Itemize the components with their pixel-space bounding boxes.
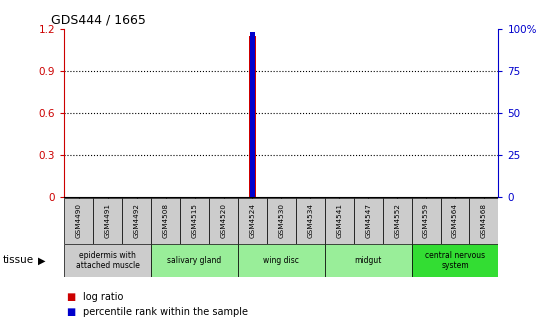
Text: GSM4508: GSM4508 [162, 203, 169, 239]
Text: tissue: tissue [3, 255, 34, 265]
Bar [354, 198, 382, 244]
Bar [250, 32, 255, 197]
Text: ■: ■ [66, 292, 76, 302]
Bar [238, 244, 325, 277]
Bar [325, 244, 412, 277]
Text: GSM4547: GSM4547 [365, 203, 371, 239]
Bar [94, 198, 122, 244]
Text: GSM4524: GSM4524 [249, 203, 255, 239]
Text: GSM4515: GSM4515 [192, 203, 198, 239]
Text: GSM4520: GSM4520 [221, 203, 227, 239]
Text: GSM4552: GSM4552 [394, 203, 400, 239]
Bar [122, 198, 151, 244]
Bar [441, 198, 469, 244]
Text: GSM4490: GSM4490 [76, 203, 82, 239]
Bar [249, 36, 256, 197]
Text: GSM4534: GSM4534 [307, 203, 314, 239]
Bar [180, 198, 209, 244]
Bar [151, 244, 238, 277]
Bar [412, 244, 498, 277]
Bar [151, 198, 180, 244]
Text: GSM4530: GSM4530 [278, 203, 284, 239]
Bar [382, 198, 412, 244]
Text: ■: ■ [66, 307, 76, 317]
Text: percentile rank within the sample: percentile rank within the sample [83, 307, 248, 317]
Text: wing disc: wing disc [263, 256, 300, 265]
Text: GSM4564: GSM4564 [452, 203, 458, 239]
Bar [469, 198, 498, 244]
Text: GSM4559: GSM4559 [423, 203, 429, 239]
Bar [238, 198, 267, 244]
Bar [64, 244, 151, 277]
Text: ▶: ▶ [38, 255, 45, 265]
Text: GDS444 / 1665: GDS444 / 1665 [52, 13, 146, 26]
Text: salivary gland: salivary gland [167, 256, 222, 265]
Text: log ratio: log ratio [83, 292, 123, 302]
Text: GSM4491: GSM4491 [105, 203, 111, 239]
Bar [296, 198, 325, 244]
Bar [412, 198, 441, 244]
Bar [64, 198, 94, 244]
Bar [209, 198, 238, 244]
Text: GSM4541: GSM4541 [336, 203, 342, 239]
Text: central nervous
system: central nervous system [425, 251, 485, 270]
Text: GSM4568: GSM4568 [481, 203, 487, 239]
Bar [267, 198, 296, 244]
Text: epidermis with
attached muscle: epidermis with attached muscle [76, 251, 140, 270]
Text: midgut: midgut [354, 256, 382, 265]
Bar [325, 198, 354, 244]
Text: GSM4492: GSM4492 [134, 203, 140, 239]
